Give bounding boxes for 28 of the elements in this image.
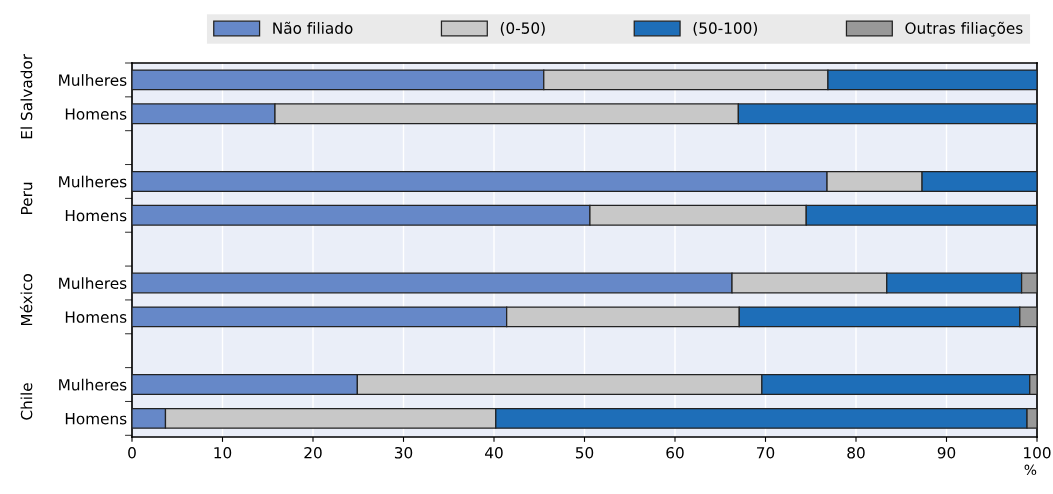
y-tick-label: Homens <box>65 413 127 425</box>
x-tick-label: 70 <box>757 446 775 459</box>
text: Chile <box>20 383 33 420</box>
x-tick-label: 60 <box>666 446 684 459</box>
x-tick-label: 90 <box>937 446 956 459</box>
y-tick-label: Homens <box>65 108 127 120</box>
y-tick-label: Mulheres <box>59 74 127 86</box>
legend-label: (50-100) <box>693 22 758 36</box>
y-tick-label: Mulheres <box>59 175 127 188</box>
x-tick-label: 20 <box>304 446 322 459</box>
y-tick-label: Homens <box>65 311 127 323</box>
y-tick-label: Mulheres <box>59 277 127 290</box>
y-tick-label: Homens <box>65 209 127 222</box>
x-tick-label: 30 <box>394 446 413 459</box>
legend-label: Não filiado <box>273 21 353 34</box>
x-tick-label: 10 <box>214 446 232 459</box>
x-tick-label: 80 <box>847 446 865 459</box>
x-axis-title: % <box>1024 464 1037 476</box>
text: México <box>19 274 33 326</box>
text: El Salvador <box>20 53 33 139</box>
x-tick-label: 40 <box>485 446 503 459</box>
text: Peru <box>21 182 33 214</box>
x-tick-label: 100 <box>1024 446 1051 459</box>
y-tick-label: Mulheres <box>59 378 127 391</box>
legend-label: Outras filiações <box>905 21 1023 37</box>
x-tick-label: 0 <box>128 446 136 459</box>
legend-label: (0-50) <box>500 22 545 36</box>
x-tick-label: 50 <box>575 446 594 459</box>
